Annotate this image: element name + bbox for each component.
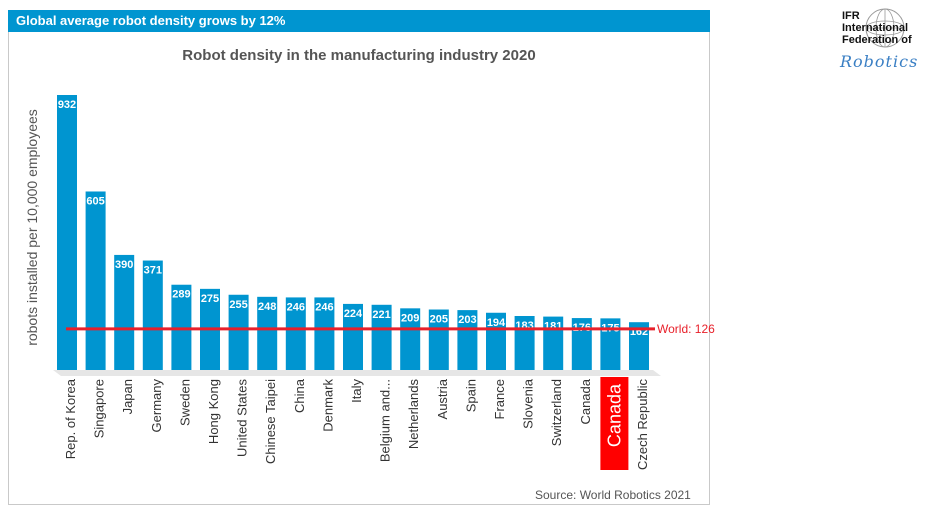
data-label-8: 246 — [287, 301, 305, 313]
category-label-10: Italy — [349, 379, 364, 403]
category-label-15: France — [492, 379, 507, 419]
bar-6 — [228, 294, 249, 370]
globe-icon — [865, 8, 905, 48]
bar-15 — [486, 312, 506, 370]
data-label-4: 289 — [172, 289, 190, 301]
category-label-6: United States — [235, 379, 250, 458]
bar-19 — [600, 318, 621, 370]
data-label-3: 371 — [144, 265, 162, 277]
category-label-14: Spain — [463, 379, 478, 412]
data-label-6: 255 — [229, 299, 247, 311]
bar-0 — [57, 95, 77, 370]
bar-14 — [457, 310, 478, 370]
bar-7 — [257, 296, 278, 370]
data-label-2: 390 — [115, 259, 133, 271]
category-label-9: Denmark — [320, 379, 335, 432]
category-label-18: Canada — [578, 378, 593, 424]
bar-2 — [114, 254, 135, 370]
bar-11 — [371, 304, 392, 370]
bar-8 — [285, 297, 306, 370]
category-label-7: Chinese Taipei — [263, 379, 278, 464]
bar-13 — [428, 309, 449, 370]
category-label-5: Hong Kong — [206, 379, 221, 444]
category-label-2: Japan — [120, 379, 135, 414]
bar-20 — [629, 322, 649, 370]
data-label-17: 181 — [544, 321, 562, 333]
data-label-12: 209 — [401, 312, 419, 324]
bar-12 — [400, 308, 421, 370]
data-label-1: 605 — [86, 195, 104, 207]
data-label-5: 275 — [201, 293, 219, 305]
category-label-1: Singapore — [92, 379, 107, 438]
source-note: Source: World Robotics 2021 — [535, 488, 691, 502]
category-label-13: Austria — [435, 378, 450, 419]
bar-18 — [571, 318, 592, 370]
ifr-logo: IFR International Federation of Robotics — [830, 8, 935, 73]
data-label-0: 932 — [58, 99, 76, 111]
logo-line-2: International — [842, 22, 909, 34]
bar-10 — [343, 303, 363, 370]
category-label-0: Rep. of Korea — [63, 378, 78, 459]
category-label-17: Switzerland — [549, 379, 564, 446]
category-label-20: Czech Republic — [635, 379, 650, 471]
data-label-7: 248 — [258, 301, 276, 313]
chart-floor — [53, 370, 661, 376]
category-label-4: Sweden — [177, 379, 192, 426]
banner-text: Global average robot density grows by 12… — [16, 13, 286, 28]
category-label-12: Netherlands — [406, 379, 421, 450]
data-label-9: 246 — [315, 301, 333, 313]
logo-line-3: Federation of — [842, 34, 912, 46]
logo-script: Robotics — [840, 52, 919, 71]
header-banner: Global average robot density grows by 12… — [8, 10, 710, 32]
data-label-13: 205 — [430, 314, 448, 326]
data-label-10: 224 — [344, 308, 363, 320]
category-label-3: Germany — [149, 379, 164, 433]
logo-line-1: IFR — [842, 10, 860, 22]
data-label-14: 203 — [458, 314, 476, 326]
chart-title: Robot density in the manufacturing indus… — [182, 47, 536, 64]
highlight-box — [600, 377, 629, 470]
data-label-11: 221 — [372, 309, 390, 321]
category-label-8: China — [292, 378, 307, 413]
category-label-11: Belgium and... — [378, 379, 393, 462]
data-label-15: 194 — [487, 317, 506, 329]
bar-1 — [85, 191, 106, 370]
bar-9 — [314, 297, 335, 370]
y-axis-label: robots installed per 10,000 employees — [24, 109, 40, 346]
category-label-16: Slovenia — [521, 378, 536, 429]
world-reference-label: World: 126 — [657, 322, 715, 336]
bar-3 — [142, 260, 163, 370]
category-label-19: Canada — [604, 383, 624, 447]
